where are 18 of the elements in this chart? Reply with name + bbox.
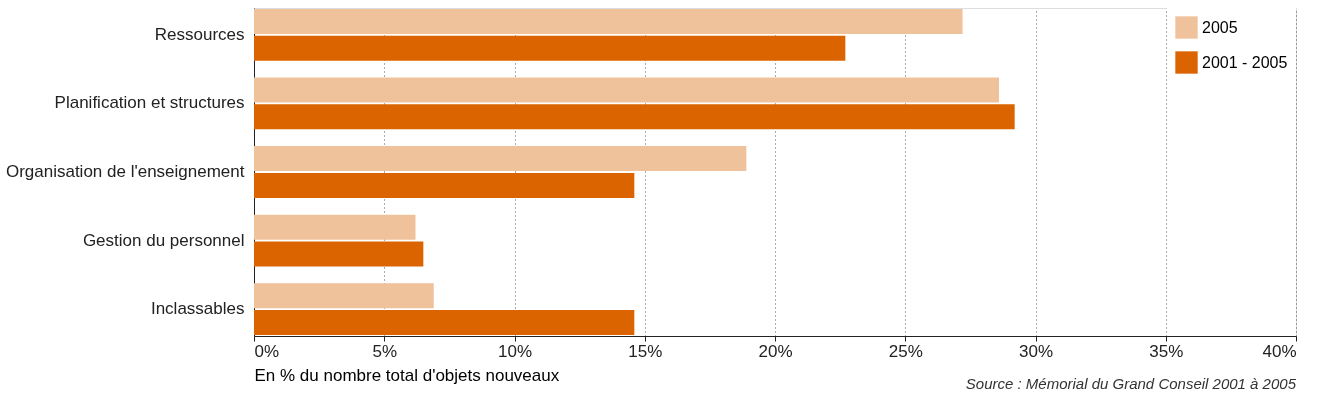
x-tick-label: 30% xyxy=(1018,341,1054,361)
source-note: Source : Mémorial du Grand Conseil 2001 à 2005 xyxy=(965,375,1297,392)
y-tick-label: Ressources xyxy=(154,24,245,44)
x-tick-label: 20% xyxy=(758,341,793,361)
x-tick-label: 15% xyxy=(628,341,663,361)
x-tick-label: 25% xyxy=(888,341,923,361)
legend-label: 2005 xyxy=(1202,18,1238,36)
x-axis-title: En % du nombre total d'objets nouveaux xyxy=(254,365,560,385)
y-tick-label: Inclassables xyxy=(150,299,245,319)
y-tick-label: Gestion du personnel xyxy=(82,230,245,250)
x-tick-label: 10% xyxy=(497,341,533,361)
x-tick-label: 0% xyxy=(254,341,280,361)
y-tick-label: Planification et structures xyxy=(54,93,245,113)
x-tick-label: 35% xyxy=(1149,341,1184,361)
legend-label: 2001 - 2005 xyxy=(1202,53,1288,71)
x-tick-label: 40% xyxy=(1262,341,1297,361)
x-tick-label: 5% xyxy=(372,341,398,361)
y-tick-label: Organisation de l'enseignement xyxy=(5,162,245,181)
